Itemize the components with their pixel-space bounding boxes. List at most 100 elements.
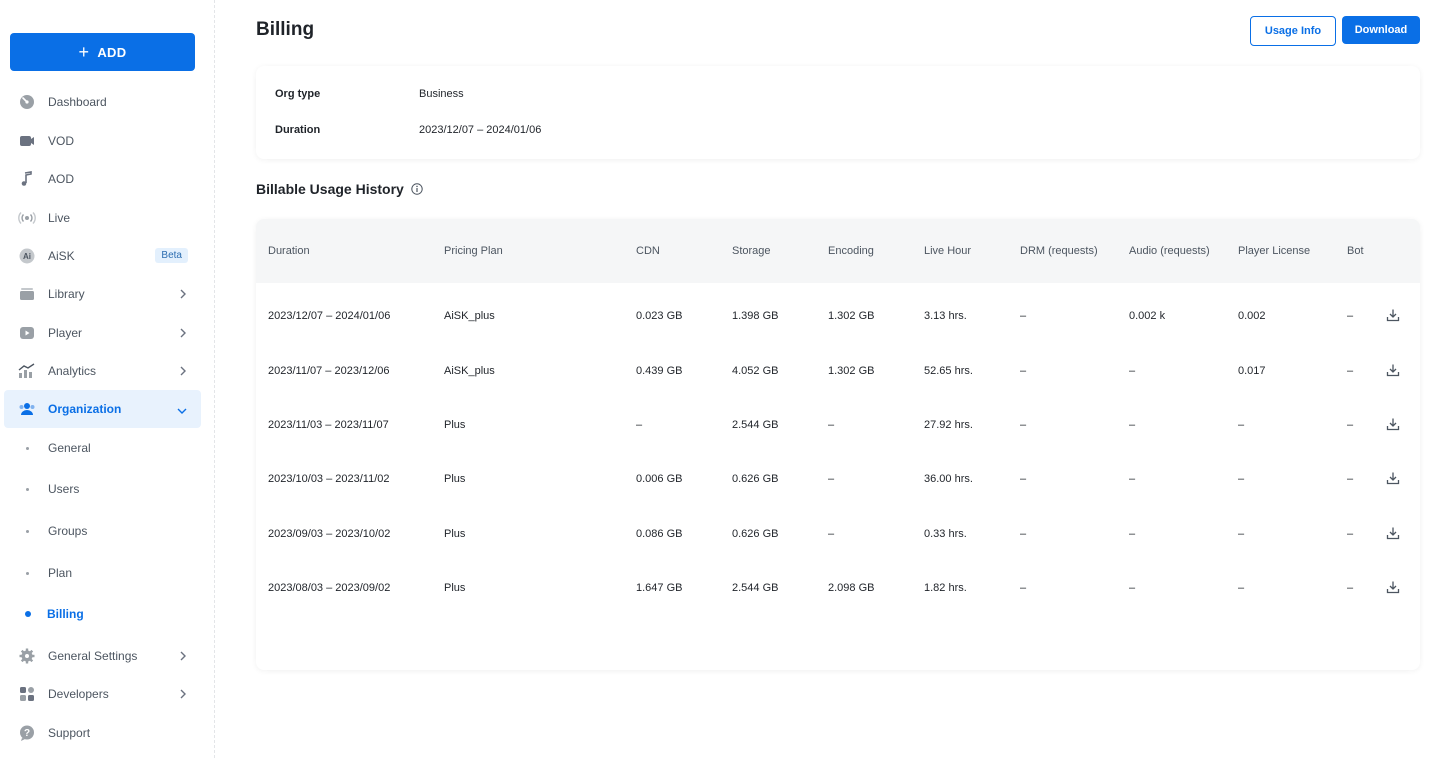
- table-row: 2023/11/07 – 2023/12/06 AiSK_plus 0.439 …: [256, 345, 1420, 399]
- sidebar-subitem-groups[interactable]: Groups: [4, 514, 201, 548]
- table-cell: 2.544 GB: [732, 582, 779, 594]
- sidebar-item-label: AiSK: [48, 249, 75, 263]
- info-icon[interactable]: [411, 183, 423, 195]
- table-cell: 2023/08/03 – 2023/09/02: [268, 582, 391, 594]
- table-cell: –: [1020, 419, 1027, 431]
- table-row: 2023/10/03 – 2023/11/02 Plus 0.006 GB 0.…: [256, 453, 1420, 507]
- sidebar-item-player[interactable]: Player: [4, 314, 201, 352]
- usage-info-button[interactable]: Usage Info: [1250, 16, 1336, 46]
- org-info-card: Org type Business Duration 2023/12/07 – …: [256, 66, 1420, 159]
- org-type-value: Business: [419, 88, 464, 100]
- organization-icon: [18, 400, 36, 418]
- table-cell: 3.13 hrs.: [924, 310, 967, 322]
- player-icon: [18, 324, 36, 342]
- sidebar-item-label: General Settings: [48, 649, 138, 663]
- table-cell: 0.023 GB: [636, 310, 683, 322]
- table-cell: AiSK_plus: [444, 310, 495, 322]
- sidebar-item-support[interactable]: ? Support: [4, 714, 201, 752]
- sidebar-item-dashboard[interactable]: Dashboard: [4, 83, 201, 121]
- usage-history-heading: Billable Usage History: [256, 181, 423, 197]
- download-icon[interactable]: [1386, 580, 1400, 597]
- table-cell: 2.098 GB: [828, 582, 875, 594]
- table-row: 2023/08/03 – 2023/09/02 Plus 1.647 GB 2.…: [256, 562, 1420, 616]
- download-icon[interactable]: [1386, 363, 1400, 380]
- download-icon[interactable]: [1386, 417, 1400, 434]
- usage-history-title: Billable Usage History: [256, 181, 404, 197]
- sidebar-subitem-users[interactable]: Users: [4, 472, 201, 506]
- table-header: Duration Pricing Plan CDN Storage Encodi…: [256, 219, 1420, 283]
- sidebar-subitem-general[interactable]: General: [4, 431, 201, 465]
- sidebar-subitem-label: Plan: [48, 566, 73, 580]
- dashboard-icon: [18, 93, 36, 111]
- bullet-icon: [26, 446, 29, 450]
- bullet-icon: [26, 571, 29, 575]
- table-cell: Plus: [444, 473, 466, 485]
- sidebar-item-label: Dashboard: [48, 95, 107, 109]
- table-cell: –: [1020, 310, 1027, 322]
- chevron-right-icon: [179, 650, 187, 664]
- sidebar-item-label: VOD: [48, 134, 75, 148]
- music-note-icon: [18, 170, 36, 188]
- org-type-row: Org type Business: [275, 88, 464, 100]
- download-icon[interactable]: [1386, 471, 1400, 488]
- download-icon[interactable]: [1386, 526, 1400, 543]
- sidebar-subitem-plan[interactable]: Plan: [4, 556, 201, 590]
- sidebar-item-live[interactable]: Live: [4, 199, 201, 237]
- sidebar-item-aod[interactable]: AOD: [4, 160, 201, 198]
- beta-badge: Beta: [155, 248, 188, 263]
- download-button[interactable]: Download: [1342, 16, 1420, 44]
- table-cell: AiSK_plus: [444, 365, 495, 377]
- sidebar-item-library[interactable]: Library: [4, 275, 201, 313]
- column-header: DRM (requests): [1020, 245, 1098, 257]
- table-cell: 52.65 hrs.: [924, 365, 973, 377]
- table-row: 2023/11/03 – 2023/11/07 Plus – 2.544 GB …: [256, 399, 1420, 453]
- table-cell: 0.439 GB: [636, 365, 683, 377]
- table-cell: –: [636, 419, 643, 431]
- column-header: Player License: [1238, 245, 1311, 257]
- table-cell: 27.92 hrs.: [924, 419, 973, 431]
- table-cell: 0.002 k: [1129, 310, 1166, 322]
- add-button-label: ADD: [97, 44, 127, 60]
- table-cell: Plus: [444, 528, 466, 540]
- table-cell: –: [1020, 365, 1027, 377]
- gear-icon: [18, 647, 36, 665]
- sidebar: + ADD Dashboard VOD AOD Live Ai AiSK B: [0, 0, 215, 758]
- column-header: Pricing Plan: [444, 245, 503, 257]
- table-cell: –: [1129, 419, 1136, 431]
- table-cell: 0.002: [1238, 310, 1266, 322]
- download-icon[interactable]: [1386, 308, 1400, 325]
- table-cell: –: [1347, 365, 1354, 377]
- sidebar-item-analytics[interactable]: Analytics: [4, 352, 201, 390]
- sidebar-item-label: Developers: [48, 687, 109, 701]
- sidebar-subitem-billing[interactable]: Billing: [4, 597, 201, 631]
- column-header: CDN: [636, 245, 660, 257]
- sidebar-item-developers[interactable]: Developers: [4, 675, 201, 713]
- table-cell: 1.647 GB: [636, 582, 683, 594]
- sidebar-subitem-label: Groups: [48, 524, 88, 538]
- add-button[interactable]: + ADD: [10, 33, 195, 71]
- table-cell: 1.302 GB: [828, 365, 875, 377]
- table-cell: 4.052 GB: [732, 365, 779, 377]
- usage-table: Duration Pricing Plan CDN Storage Encodi…: [256, 219, 1420, 670]
- table-cell: –: [1238, 419, 1245, 431]
- sidebar-item-aisk[interactable]: Ai AiSK Beta: [4, 237, 201, 275]
- table-cell: –: [1347, 528, 1354, 540]
- org-type-label: Org type: [275, 88, 321, 100]
- sidebar-item-organization[interactable]: Organization: [4, 390, 201, 428]
- sidebar-item-label: Player: [48, 326, 83, 340]
- table-cell: –: [828, 528, 835, 540]
- table-cell: –: [1238, 473, 1245, 485]
- table-cell: –: [1347, 582, 1354, 594]
- sidebar-subitem-label: Billing: [47, 607, 84, 621]
- table-cell: 2023/09/03 – 2023/10/02: [268, 528, 391, 540]
- sidebar-subitem-label: Users: [48, 482, 80, 496]
- sidebar-item-general-settings[interactable]: General Settings: [4, 637, 201, 675]
- plus-icon: +: [78, 42, 90, 62]
- sidebar-subitem-label: General: [48, 441, 91, 455]
- sidebar-item-vod[interactable]: VOD: [4, 122, 201, 160]
- table-cell: –: [1020, 528, 1027, 540]
- library-icon: [18, 285, 36, 303]
- table-cell: Plus: [444, 582, 466, 594]
- svg-text:?: ?: [24, 728, 30, 739]
- page-title: Billing: [256, 19, 315, 40]
